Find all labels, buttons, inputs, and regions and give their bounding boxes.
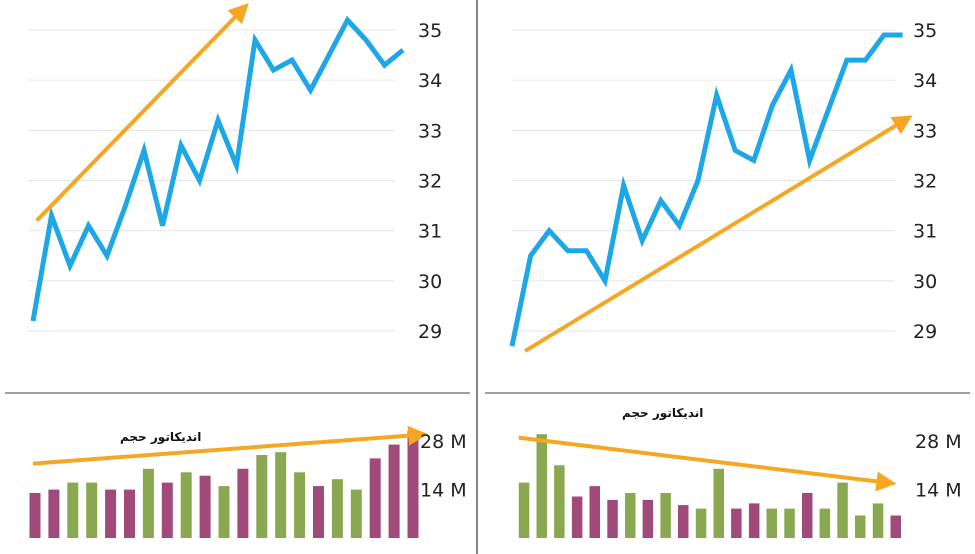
volume-bar-right: [819, 508, 831, 538]
volume-bar-right: [855, 515, 866, 538]
volume-bar-right: [571, 496, 583, 538]
price-tick-label-left: 29: [418, 321, 442, 343]
volume-bar-right: [748, 503, 760, 538]
price-tick-label-left: 33: [418, 120, 442, 142]
volume-indicator-label-right: اندیکاتور حجم: [622, 406, 703, 421]
volume-tick-label-right: 28 M: [915, 431, 962, 453]
volume-bar-right: [607, 499, 618, 538]
volume-bar-left: [407, 430, 419, 538]
volume-bar-left: [105, 489, 117, 538]
price-tick-label-right: 35: [913, 20, 937, 42]
price-tick-label-left: 32: [418, 171, 442, 193]
volume-bar-right: [784, 508, 795, 538]
volume-bar-left: [218, 486, 230, 538]
volume-bar-right: [625, 493, 636, 538]
volume-bar-left: [161, 482, 173, 538]
price-tick-label-left: 31: [418, 221, 442, 243]
volume-bar-right: [890, 515, 901, 538]
volume-bar-right: [837, 482, 848, 538]
marks-layer: [29, 3, 913, 538]
volume-bar-left: [294, 472, 306, 538]
volume-bar-left: [331, 479, 343, 538]
volume-bar-right: [695, 508, 707, 538]
volume-bar-right: [554, 465, 565, 538]
text-layer: اندیکاتور حجم اندیکاتور حجم 35 34 33 32 31 30…: [120, 20, 962, 502]
volume-bar-right: [518, 482, 530, 538]
volume-bar-left: [388, 444, 400, 538]
price-trend-arrow-right: [523, 115, 913, 353]
volume-bar-right: [642, 499, 654, 538]
volume-bar-right: [536, 434, 547, 538]
price-line-right: [509, 32, 903, 347]
volume-bar-left: [29, 493, 41, 538]
volume-bar-left: [67, 482, 79, 538]
volume-tick-label-left: 28 M: [420, 431, 467, 453]
price-line-left: [30, 15, 405, 322]
volume-bar-right: [872, 503, 884, 538]
volume-tick-label-left: 14 M: [420, 480, 467, 502]
volume-trend-arrow-right: [518, 435, 897, 492]
volume-bar-right: [589, 486, 600, 538]
grid-layer: [28, 29, 895, 332]
price-tick-label-right: 33: [913, 120, 937, 142]
volume-bar-left: [180, 472, 192, 538]
volume-bar-left: [48, 489, 60, 538]
volume-tick-label-right: 14 M: [915, 480, 962, 502]
volume-bar-left: [275, 452, 287, 538]
volume-bar-right: [660, 493, 671, 538]
price-tick-label-left: 35: [418, 20, 442, 42]
volume-bar-right: [678, 505, 689, 538]
price-tick-label-right: 32: [913, 171, 937, 193]
volume-bar-left: [256, 455, 268, 538]
volume-bar-left: [237, 468, 249, 538]
volume-bar-left: [124, 489, 135, 538]
price-trend-arrow-left: [35, 3, 249, 223]
volume-bar-left: [313, 486, 324, 538]
price-tick-label-right: 31: [913, 221, 937, 243]
volume-trend-arrow-left: [32, 425, 429, 466]
price-tick-label-right: 29: [913, 321, 937, 343]
volume-bar-left: [86, 482, 98, 538]
volume-bar-right: [713, 468, 724, 538]
volume-bar-right: [766, 508, 777, 538]
price-tick-label-right: 34: [913, 70, 937, 92]
volume-bar-right: [802, 493, 813, 538]
price-tick-label-left: 34: [418, 70, 442, 92]
volume-bar-left: [199, 475, 211, 538]
axes-layer: [5, 0, 970, 554]
volume-bar-left: [350, 489, 362, 538]
volume-indicator-label-left: اندیکاتور حجم: [120, 430, 201, 445]
volume-bar-right: [731, 508, 742, 538]
price-tick-label-right: 30: [913, 271, 937, 293]
price-tick-label-left: 30: [418, 271, 442, 293]
volume-bar-left: [142, 468, 154, 538]
volume-bar-left: [369, 458, 381, 538]
